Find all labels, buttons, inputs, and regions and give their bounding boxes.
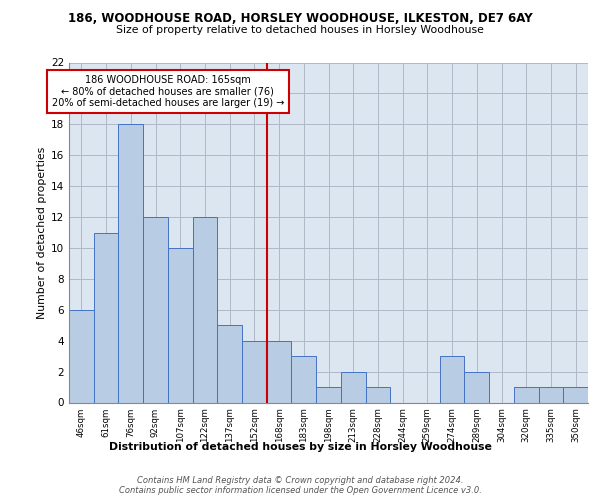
Bar (267, 340, 292, 402)
Text: 186 WOODHOUSE ROAD: 165sqm
← 80% of detached houses are smaller (76)
20% of semi: 186 WOODHOUSE ROAD: 165sqm ← 80% of deta… (52, 75, 284, 108)
Y-axis label: Number of detached properties: Number of detached properties (37, 146, 47, 318)
Bar (292, 356, 316, 403)
Bar (341, 372, 365, 402)
Bar (94, 232, 118, 402)
Text: Distribution of detached houses by size in Horsley Woodhouse: Distribution of detached houses by size … (109, 442, 491, 452)
Bar (440, 356, 464, 403)
Bar (464, 372, 489, 402)
Bar (193, 217, 217, 402)
Bar (69, 310, 94, 402)
Bar (168, 248, 193, 402)
Bar (118, 124, 143, 402)
Text: 186, WOODHOUSE ROAD, HORSLEY WOODHOUSE, ILKESTON, DE7 6AY: 186, WOODHOUSE ROAD, HORSLEY WOODHOUSE, … (68, 12, 532, 24)
Bar (514, 387, 539, 402)
Text: Contains HM Land Registry data © Crown copyright and database right 2024.
Contai: Contains HM Land Registry data © Crown c… (119, 476, 481, 495)
Bar (563, 387, 588, 402)
Bar (316, 387, 341, 402)
Bar (143, 217, 168, 402)
Text: Size of property relative to detached houses in Horsley Woodhouse: Size of property relative to detached ho… (116, 25, 484, 35)
Bar (217, 325, 242, 402)
Bar (539, 387, 563, 402)
Bar (365, 387, 390, 402)
Bar (242, 340, 267, 402)
